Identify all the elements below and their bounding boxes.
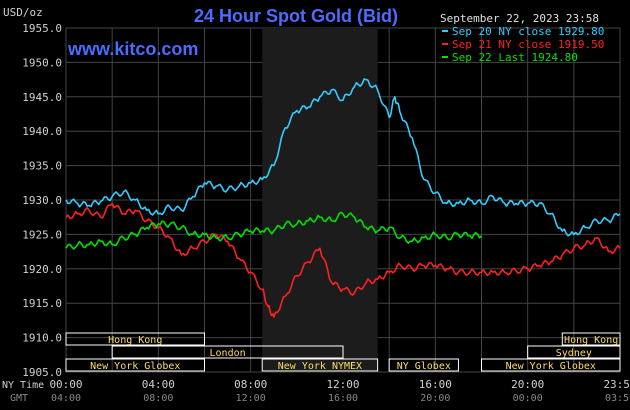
shaded-session: [262, 28, 378, 372]
y-tick-label: 1920.0: [22, 263, 62, 276]
market-box: [111, 345, 344, 359]
y-tick-label: 1915.0: [22, 297, 62, 310]
x-tick-gmt: 16:00: [328, 393, 358, 404]
series-line-1: [65, 78, 621, 237]
session-band: [262, 28, 378, 372]
market-hours-boxes: Hong Kong London New York Globex New York N…: [65, 332, 621, 372]
chart-title: 24 Hour Spot Gold (Bid): [194, 6, 398, 26]
market-box: [388, 358, 459, 372]
series-lines: [65, 78, 621, 318]
legend-entry: Sep 21 NY close 1919.50: [452, 38, 604, 51]
y-tick-label: 1925.0: [22, 228, 62, 241]
x-tick-ny: 08:00: [234, 378, 267, 391]
y-axis-ticks: 1905.0 1910.0 1915.0 1920.0 1925.0 1930.0 1935…: [22, 22, 62, 379]
watermark-url: www.kitco.com: [67, 39, 198, 59]
x-tick-ny: 20:00: [511, 378, 544, 391]
y-tick-label: 1955.0: [22, 22, 62, 35]
market-box: [65, 332, 205, 346]
x-tick-ny: 23:59: [603, 378, 630, 391]
y-tick-label: 1940.0: [22, 125, 62, 138]
market-box: [527, 345, 621, 359]
legend-entry: Sep 22 Last 1924.80: [452, 51, 578, 64]
market-label: New York Globex: [90, 361, 180, 372]
y-tick-label: 1935.0: [22, 160, 62, 173]
date-label: September 22, 2023 23:58: [440, 12, 599, 25]
y-tick-label: 1945.0: [22, 91, 62, 104]
ny-time-label: NY Time: [2, 380, 44, 391]
market-box: [481, 358, 621, 372]
x-tick-ny: 00:00: [49, 378, 82, 391]
x-tick-gmt: 08:00: [143, 393, 173, 404]
x-tick-gmt: 00:00: [513, 393, 543, 404]
y-tick-label: 1905.0: [22, 366, 62, 379]
market-box: [261, 358, 379, 372]
gmt-label: GMT: [10, 393, 28, 404]
market-label: NY Globex: [397, 361, 451, 372]
y-tick-label: 1910.0: [22, 332, 62, 345]
x-axis-time-labels: 00:00 04:00 08:00 12:00 16:00 20:00 23:59 04:00…: [49, 378, 630, 404]
x-tick-gmt: 20:00: [420, 393, 450, 404]
market-label: Hong Kong: [108, 335, 162, 346]
x-tick-ny: 04:00: [142, 378, 175, 391]
y-axis-unit: USD/oz: [3, 6, 43, 19]
y-tick-label: 1950.0: [22, 56, 62, 69]
market-box: [561, 332, 621, 346]
market-label: Hong Kong: [564, 335, 618, 346]
market-label: New York Globex: [506, 361, 596, 372]
series-line-3: [65, 211, 483, 250]
series-line-2: [65, 202, 621, 318]
market-label: New York NYMEX: [278, 361, 362, 372]
x-tick-gmt: 12:00: [236, 393, 266, 404]
y-tick-label: 1930.0: [22, 194, 62, 207]
x-tick-gmt: 03:59: [605, 393, 630, 404]
x-tick-ny: 16:00: [419, 378, 452, 391]
legend-entry: Sep 20 NY close 1929.80: [452, 25, 604, 38]
x-tick-ny: 12:00: [326, 378, 359, 391]
x-tick-gmt: 04:00: [51, 393, 81, 404]
market-box: [65, 358, 205, 372]
market-label: Sydney: [556, 348, 592, 359]
market-label: London: [210, 348, 246, 359]
